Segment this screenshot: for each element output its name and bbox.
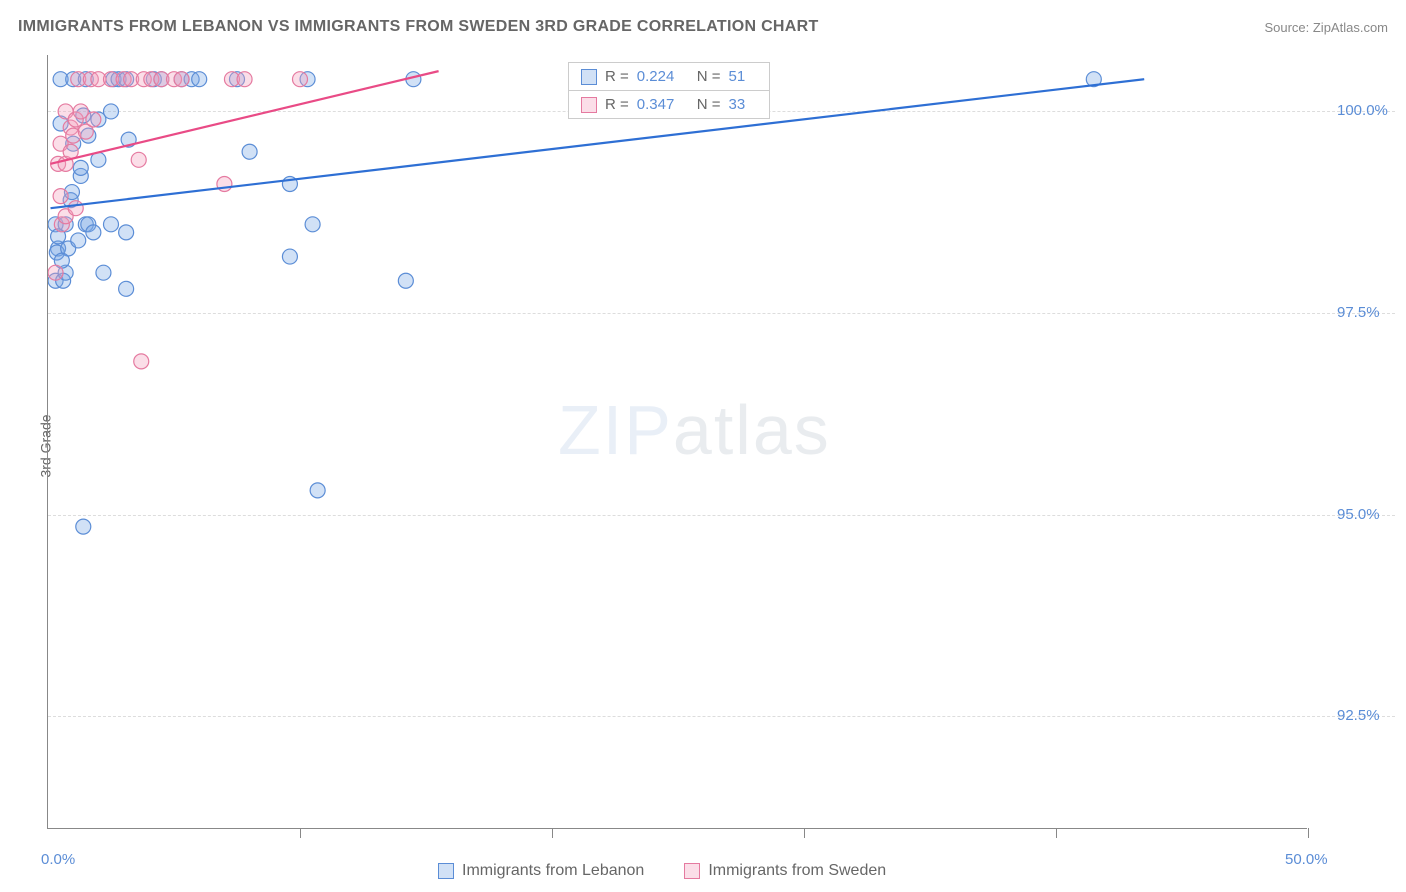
scatter-point xyxy=(131,152,146,167)
scatter-point xyxy=(71,233,86,248)
x-tick-mark xyxy=(552,828,553,838)
n-label: N = xyxy=(697,68,721,85)
r-label: R = xyxy=(605,68,629,85)
scatter-point xyxy=(293,72,308,87)
legend-row: R = 0.224 N = 51 xyxy=(569,63,769,90)
scatter-point xyxy=(282,249,297,264)
y-tick-label: 100.0% xyxy=(1337,102,1388,119)
legend-swatch xyxy=(581,97,597,113)
chart-title: IMMIGRANTS FROM LEBANON VS IMMIGRANTS FR… xyxy=(18,18,819,36)
correlation-legend: R = 0.224 N = 51 R = 0.347 N = 33 xyxy=(568,62,770,119)
x-tick-mark xyxy=(1056,828,1057,838)
legend-row: R = 0.347 N = 33 xyxy=(569,90,769,118)
x-tick-label: 50.0% xyxy=(1285,851,1328,868)
legend-swatch xyxy=(684,863,700,879)
scatter-point xyxy=(192,72,207,87)
scatter-point xyxy=(53,189,68,204)
chart-plot-area: ZIPatlas xyxy=(47,55,1307,829)
x-tick-mark xyxy=(804,828,805,838)
scatter-point xyxy=(68,201,83,216)
y-tick-label: 97.5% xyxy=(1337,304,1380,321)
legend-series-name: Immigrants from Sweden xyxy=(708,862,886,880)
r-value: 0.224 xyxy=(637,68,689,85)
series-legend: Immigrants from Lebanon Immigrants from S… xyxy=(438,862,886,880)
legend-series-name: Immigrants from Lebanon xyxy=(462,862,644,880)
scatter-point xyxy=(86,225,101,240)
scatter-point xyxy=(104,217,119,232)
scatter-point xyxy=(119,225,134,240)
scatter-point xyxy=(237,72,252,87)
scatter-point xyxy=(242,144,257,159)
scatter-point xyxy=(310,483,325,498)
source-label: Source: ZipAtlas.com xyxy=(1264,20,1388,35)
x-tick-mark xyxy=(1308,828,1309,838)
scatter-point xyxy=(119,281,134,296)
scatter-point xyxy=(76,519,91,534)
x-tick-label: 0.0% xyxy=(41,851,75,868)
scatter-svg xyxy=(48,55,1308,829)
scatter-point xyxy=(48,265,63,280)
r-label: R = xyxy=(605,96,629,113)
header: IMMIGRANTS FROM LEBANON VS IMMIGRANTS FR… xyxy=(18,18,1388,36)
legend-item: Immigrants from Sweden xyxy=(684,862,886,880)
legend-swatch xyxy=(438,863,454,879)
n-value: 33 xyxy=(729,96,757,113)
y-tick-label: 95.0% xyxy=(1337,506,1380,523)
scatter-point xyxy=(398,273,413,288)
r-value: 0.347 xyxy=(637,96,689,113)
scatter-point xyxy=(134,354,149,369)
scatter-point xyxy=(305,217,320,232)
x-tick-mark xyxy=(300,828,301,838)
scatter-point xyxy=(104,104,119,119)
legend-swatch xyxy=(581,69,597,85)
scatter-point xyxy=(96,265,111,280)
legend-item: Immigrants from Lebanon xyxy=(438,862,644,880)
n-value: 51 xyxy=(729,68,757,85)
scatter-point xyxy=(86,112,101,127)
y-tick-label: 92.5% xyxy=(1337,707,1380,724)
scatter-point xyxy=(174,72,189,87)
n-label: N = xyxy=(697,96,721,113)
scatter-point xyxy=(73,160,88,175)
